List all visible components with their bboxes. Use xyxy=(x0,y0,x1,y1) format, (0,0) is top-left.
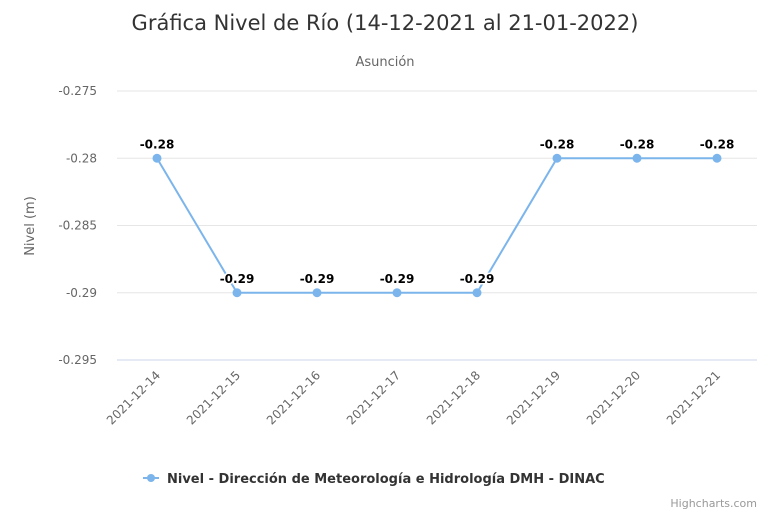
y-tick-label: -0.275 xyxy=(58,84,97,98)
y-tick-label: -0.29 xyxy=(66,286,97,300)
data-point xyxy=(312,288,322,298)
y-tick-label: -0.285 xyxy=(58,219,97,233)
x-tick-label: 2021-12-15 xyxy=(184,368,243,427)
data-label: -0.29 xyxy=(300,272,335,286)
x-tick-label: 2021-12-17 xyxy=(344,368,403,427)
legend-item[interactable]: Nivel - Dirección de Meteorología e Hidr… xyxy=(143,472,605,487)
credits-link[interactable]: Highcharts.com xyxy=(670,497,757,510)
y-tick-label: -0.28 xyxy=(66,151,97,165)
x-tick-label: 2021-12-21 xyxy=(664,368,723,427)
data-label: -0.28 xyxy=(540,137,575,151)
x-tick-label: 2021-12-16 xyxy=(264,368,323,427)
data-point xyxy=(712,153,722,163)
chart-title: Gráfica Nivel de Río (14-12-2021 al 21-0… xyxy=(132,11,639,35)
data-point xyxy=(472,288,482,298)
data-label: -0.29 xyxy=(460,272,495,286)
y-axis-title: Nivel (m) xyxy=(23,196,38,256)
data-point xyxy=(232,288,242,298)
y-tick-label: -0.295 xyxy=(58,353,97,367)
x-tick-label: 2021-12-19 xyxy=(504,368,563,427)
data-label: -0.29 xyxy=(220,272,255,286)
data-point xyxy=(552,153,562,163)
chart-subtitle: Asunción xyxy=(355,55,414,70)
x-tick-label: 2021-12-14 xyxy=(104,368,163,427)
x-tick-label: 2021-12-20 xyxy=(584,368,643,427)
data-label: -0.28 xyxy=(700,137,735,151)
data-point xyxy=(152,153,162,163)
data-label: -0.28 xyxy=(620,137,655,151)
legend-marker-icon xyxy=(147,474,155,482)
data-label: -0.28 xyxy=(140,137,175,151)
data-label: -0.29 xyxy=(380,272,415,286)
data-point xyxy=(632,153,642,163)
x-tick-label: 2021-12-18 xyxy=(424,368,483,427)
legend-label: Nivel - Dirección de Meteorología e Hidr… xyxy=(167,472,605,487)
series-line xyxy=(156,157,717,294)
data-point xyxy=(392,288,402,298)
